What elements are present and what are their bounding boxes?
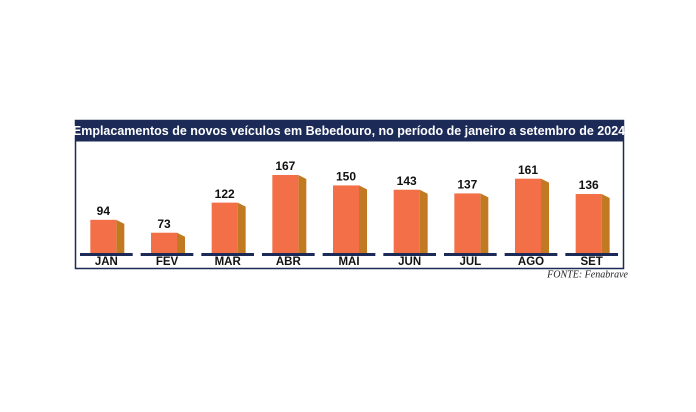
bar <box>272 174 299 253</box>
chart-title: Emplacamentos de novos veículos em Bebed… <box>73 124 625 138</box>
value-label: 94 <box>97 204 111 218</box>
bar-side <box>359 185 367 253</box>
bar <box>454 193 481 253</box>
bar-side <box>601 194 610 253</box>
bar <box>515 178 541 253</box>
x-tick-label: JAN <box>95 256 118 268</box>
x-tick-label: FEV <box>156 256 179 268</box>
baseline <box>565 253 618 256</box>
x-tick-label: ABR <box>276 256 302 268</box>
bar-side <box>298 174 307 253</box>
title-bar <box>75 120 624 142</box>
value-label: 167 <box>275 159 295 173</box>
x-tick-label: AGO <box>518 256 544 268</box>
bar <box>90 219 117 253</box>
value-label: 150 <box>336 170 356 184</box>
bar-side <box>237 202 246 253</box>
baseline <box>201 253 254 256</box>
bar <box>333 185 359 253</box>
bar <box>151 232 177 253</box>
x-tick-label: MAR <box>215 256 242 268</box>
value-label: 122 <box>215 187 235 201</box>
value-label: 136 <box>579 178 599 192</box>
baseline <box>80 253 133 256</box>
value-label: 161 <box>518 163 538 177</box>
x-tick-label: JUL <box>459 256 481 268</box>
baseline <box>262 253 315 256</box>
source-note: FONTE: Fenabrave <box>546 269 628 280</box>
bar-side <box>480 193 489 253</box>
baseline <box>444 253 497 256</box>
baseline <box>504 253 558 256</box>
bar <box>575 194 602 253</box>
x-tick-label: JUN <box>398 256 421 268</box>
x-tick-label: SET <box>580 256 602 268</box>
value-label: 137 <box>457 178 477 192</box>
bar-side <box>419 189 428 253</box>
bar-side <box>116 219 125 253</box>
bar-side <box>177 232 185 253</box>
value-label: 143 <box>397 174 417 188</box>
bar <box>211 202 238 253</box>
value-label: 73 <box>157 217 171 231</box>
bar <box>393 189 420 253</box>
baseline <box>322 253 376 256</box>
x-tick-label: MAI <box>338 256 359 268</box>
baseline <box>383 253 436 256</box>
bar-side <box>541 178 549 253</box>
baseline <box>140 253 194 256</box>
